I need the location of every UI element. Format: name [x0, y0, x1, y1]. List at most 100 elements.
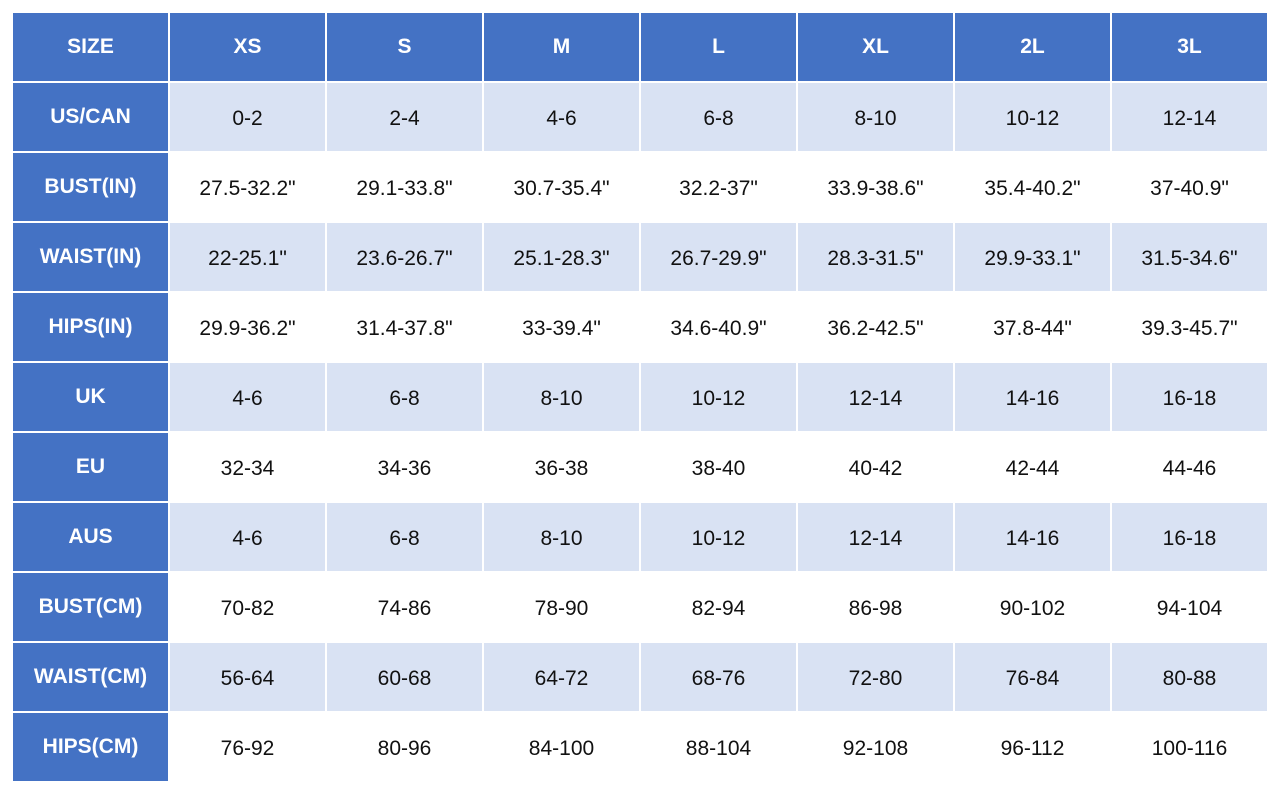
- size-cell: 8-10: [482, 361, 641, 433]
- size-cell: 14-16: [953, 501, 1112, 573]
- size-cell: 10-12: [953, 81, 1112, 153]
- size-cell: 94-104: [1110, 571, 1269, 643]
- size-row: WAIST(CM) 56-64 60-68 64-72 68-76 72-80 76-84 8…: [11, 641, 1269, 713]
- row-label: BUST(CM): [11, 571, 170, 643]
- size-cell: 37.8-44": [953, 291, 1112, 363]
- size-cell: 74-86: [325, 571, 484, 643]
- size-cell: 70-82: [168, 571, 327, 643]
- size-cell: 72-80: [796, 641, 955, 713]
- size-cell: 92-108: [796, 711, 955, 783]
- size-row: HIPS(IN) 29.9-36.2" 31.4-37.8" 33-39.4" 34.6…: [11, 291, 1269, 363]
- size-cell: 100-116: [1110, 711, 1269, 783]
- row-label: HIPS(IN): [11, 291, 170, 363]
- size-cell: 84-100: [482, 711, 641, 783]
- size-cell: 10-12: [639, 501, 798, 573]
- size-cell: 8-10: [796, 81, 955, 153]
- size-cell: 80-88: [1110, 641, 1269, 713]
- size-cell: 31.5-34.6": [1110, 221, 1269, 293]
- size-cell: 6-8: [325, 501, 484, 573]
- size-row: US/CAN 0-2 2-4 4-6 6-8 8-10 10-12 12-14: [11, 81, 1269, 153]
- header-cell: L: [639, 11, 798, 83]
- row-label: UK: [11, 361, 170, 433]
- size-cell: 80-96: [325, 711, 484, 783]
- size-cell: 38-40: [639, 431, 798, 503]
- size-cell: 60-68: [325, 641, 484, 713]
- size-cell: 8-10: [482, 501, 641, 573]
- size-cell: 4-6: [168, 361, 327, 433]
- header-cell: S: [325, 11, 484, 83]
- size-cell: 29.9-36.2": [168, 291, 327, 363]
- size-cell: 12-14: [1110, 81, 1269, 153]
- size-row: WAIST(IN) 22-25.1" 23.6-26.7" 25.1-28.3" 26.…: [11, 221, 1269, 293]
- size-cell: 28.3-31.5": [796, 221, 955, 293]
- size-cell: 6-8: [325, 361, 484, 433]
- size-cell: 33-39.4": [482, 291, 641, 363]
- size-cell: 96-112: [953, 711, 1112, 783]
- header-cell: XS: [168, 11, 327, 83]
- size-cell: 4-6: [168, 501, 327, 573]
- size-cell: 25.1-28.3": [482, 221, 641, 293]
- header-cell: 3L: [1110, 11, 1269, 83]
- size-cell: 34.6-40.9": [639, 291, 798, 363]
- size-cell: 36-38: [482, 431, 641, 503]
- row-label: EU: [11, 431, 170, 503]
- size-cell: 42-44: [953, 431, 1112, 503]
- size-cell: 86-98: [796, 571, 955, 643]
- size-row: BUST(IN) 27.5-32.2" 29.1-33.8" 30.7-35.4" 32…: [11, 151, 1269, 223]
- size-cell: 4-6: [482, 81, 641, 153]
- size-cell: 39.3-45.7": [1110, 291, 1269, 363]
- row-label: HIPS(CM): [11, 711, 170, 783]
- row-label: BUST(IN): [11, 151, 170, 223]
- size-cell: 22-25.1": [168, 221, 327, 293]
- size-cell: 33.9-38.6": [796, 151, 955, 223]
- size-cell: 23.6-26.7": [325, 221, 484, 293]
- size-cell: 10-12: [639, 361, 798, 433]
- row-label: US/CAN: [11, 81, 170, 153]
- size-cell: 6-8: [639, 81, 798, 153]
- size-cell: 82-94: [639, 571, 798, 643]
- size-cell: 88-104: [639, 711, 798, 783]
- size-cell: 26.7-29.9": [639, 221, 798, 293]
- size-cell: 14-16: [953, 361, 1112, 433]
- header-cell: 2L: [953, 11, 1112, 83]
- size-cell: 12-14: [796, 501, 955, 573]
- header-cell: XL: [796, 11, 955, 83]
- header-row: SIZE XS S M L XL 2L 3L: [11, 11, 1269, 83]
- row-label: WAIST(IN): [11, 221, 170, 293]
- size-cell: 64-72: [482, 641, 641, 713]
- size-cell: 32-34: [168, 431, 327, 503]
- size-cell: 31.4-37.8": [325, 291, 484, 363]
- size-cell: 32.2-37": [639, 151, 798, 223]
- size-cell: 37-40.9": [1110, 151, 1269, 223]
- size-chart-table: SIZE XS S M L XL 2L 3L US/CAN 0-2 2-4 4-6 6-8 8-10 10-…: [11, 11, 1269, 783]
- size-row: AUS 4-6 6-8 8-10 10-12 12-14 14-16 16-18: [11, 501, 1269, 573]
- header-cell: SIZE: [11, 11, 170, 83]
- size-cell: 29.1-33.8": [325, 151, 484, 223]
- size-cell: 27.5-32.2": [168, 151, 327, 223]
- size-cell: 2-4: [325, 81, 484, 153]
- size-cell: 40-42: [796, 431, 955, 503]
- size-row: EU 32-34 34-36 36-38 38-40 40-42 42-44 44-46: [11, 431, 1269, 503]
- row-label: AUS: [11, 501, 170, 573]
- size-cell: 76-84: [953, 641, 1112, 713]
- size-cell: 0-2: [168, 81, 327, 153]
- size-cell: 90-102: [953, 571, 1112, 643]
- size-cell: 68-76: [639, 641, 798, 713]
- size-cell: 35.4-40.2": [953, 151, 1112, 223]
- size-row: HIPS(CM) 76-92 80-96 84-100 88-104 92-108 96-1…: [11, 711, 1269, 783]
- size-cell: 34-36: [325, 431, 484, 503]
- size-row: UK 4-6 6-8 8-10 10-12 12-14 14-16 16-18: [11, 361, 1269, 433]
- size-cell: 16-18: [1110, 361, 1269, 433]
- header-cell: M: [482, 11, 641, 83]
- size-cell: 29.9-33.1": [953, 221, 1112, 293]
- size-cell: 78-90: [482, 571, 641, 643]
- size-row: BUST(CM) 70-82 74-86 78-90 82-94 86-98 90-102 9…: [11, 571, 1269, 643]
- size-cell: 16-18: [1110, 501, 1269, 573]
- size-cell: 30.7-35.4": [482, 151, 641, 223]
- size-cell: 76-92: [168, 711, 327, 783]
- size-cell: 36.2-42.5": [796, 291, 955, 363]
- row-label: WAIST(CM): [11, 641, 170, 713]
- size-cell: 44-46: [1110, 431, 1269, 503]
- size-cell: 12-14: [796, 361, 955, 433]
